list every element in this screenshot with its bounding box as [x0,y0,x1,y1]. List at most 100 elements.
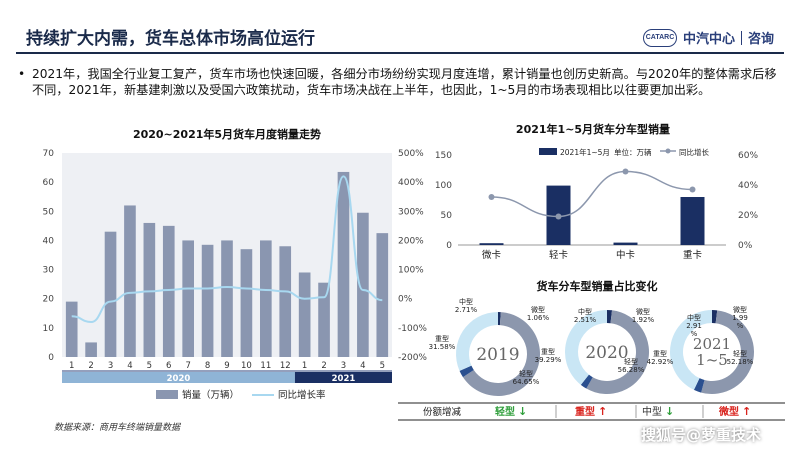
chart3-donut-slice [456,312,498,371]
chart1-year-label: 2020 [167,374,191,384]
chart2-left-tick: 0 [446,241,452,251]
chart1-bar [298,272,311,357]
chart1-growth-line [71,175,383,324]
chart1-legend-bar-label: 销量（万辆） [182,389,239,401]
brand-logo: CATARC 中汽中心 咨询 [643,28,774,47]
chart3-donut-slice [701,310,754,394]
chart3-slice-label: 31.58% [429,343,456,351]
chart3-slice-label: 52.18% [727,358,754,366]
chart1-right-tick: 100% [398,266,424,276]
chart1-month-label: 8 [205,361,210,371]
chart2-growth-line [491,170,693,218]
chart1-month-label: 1 [69,361,74,371]
summary-text: 2021年，我国全行业复工复产，货车市场也快速回暖，各细分市场纷纷实现月度连增，… [32,67,777,97]
catarc-logo-icon: CATARC [643,28,677,47]
title-rule [16,52,784,54]
chart1-bar [376,233,389,357]
chart1-right-tick: 200% [398,236,424,246]
chart1-title: 2020~2021年5月货车月度销量走势 [133,127,321,141]
corner-watermark: 搜狐号@萝重技术 [641,426,762,444]
chart1-bar [143,222,156,357]
chart1-month-label: 3 [341,361,346,371]
chart3-donut-slice [462,312,540,396]
chart1-month-label: 4 [127,361,132,371]
chart2-growth-point [622,168,629,175]
chart1-bar [337,171,350,357]
chart2-category-label: 中卡 [616,249,636,261]
share-row-item-arrow: ↓ [665,405,674,418]
chart1-legend-bar-swatch [156,390,178,399]
chart3-slice-label: 42.92% [647,358,674,366]
chart2-right-tick: 40% [738,181,758,191]
chart2-left-tick: 150 [435,151,452,161]
chart1-month-label: 12 [280,361,291,371]
chart3-slice-label: 中型 [459,297,473,306]
chart1-month-label: 4 [360,361,365,371]
chart3-donut-slice [670,310,712,390]
chart3-slice-label: 2.71% [455,306,478,314]
chart1-month-label: 5 [380,361,385,371]
brand-divider [741,30,743,45]
chart1-left-tick: 30 [43,266,55,276]
chart3-slice-label: 轻型 [519,369,533,378]
chart1-bar [201,244,214,357]
chart2-bar [680,197,705,245]
chart1-bar [182,240,194,357]
chart1-bar [279,246,292,357]
chart2-title: 2021年1~5月货车分车型销量 [516,122,670,136]
share-row-item-arrow: ↑ [742,405,751,418]
chart3-donut-center-label: 2021 [693,335,731,353]
chart1-month-label: 2 [321,361,326,371]
chart3-donut-slice [498,312,501,326]
chart3-slice-label: 微型 [531,305,545,314]
chart1-right-tick: 300% [398,207,424,217]
chart2-category-label: 微卡 [482,249,502,261]
chart2-legend-line-marker [665,148,671,154]
chart2-right-tick: 60% [738,151,758,161]
chart3-slice-label: 1.06% [527,314,550,322]
share-row-item-label: 中型 [642,405,662,418]
chart3-slice-label: 39.29% [535,356,562,364]
chart3-slice-label: 微型 [636,307,650,316]
chart2-left-tick: 50 [441,211,453,221]
chart2-right-tick: 20% [738,211,758,221]
chart3-donut-center-label: 2020 [585,343,628,363]
chart3-donut-slice [459,365,474,378]
chart1-legend-line-label: 同比增长率 [278,389,326,401]
chart3-donut-slice [712,310,718,324]
chart1-bar [240,249,253,357]
bullet-icon: • [18,67,26,81]
chart2-category-label: 轻卡 [549,249,569,261]
chart3-slice-label: 重型 [435,334,449,343]
chart1-right-tick: 400% [398,178,424,188]
chart1-bar [85,342,97,357]
chart2-legend-bar-label: 2021年1~5月 [560,147,610,157]
chart3-slice-label: 64.65% [513,378,540,386]
chart3-donut-slice [580,374,593,389]
chart2-legend-line-label: 同比增长 [679,147,709,157]
chart3-slice-label: 重型 [653,349,667,358]
data-source: 数据来源：商用车终端销量数据 [54,423,181,433]
chart3-donut-center-label: 2019 [476,345,519,365]
chart1-right-tick: -100% [398,324,427,334]
chart1-right-tick: -200% [398,353,427,363]
chart1-month-label: 11 [260,361,271,371]
chart3-slice-label: 2.91 [686,322,702,330]
chart2-bar [479,243,504,245]
chart1-month-label: 1 [302,361,307,371]
chart2-category-label: 重卡 [683,249,703,261]
share-row-item-arrow: ↑ [598,405,607,418]
chart3-slice-label: 微型 [733,305,747,314]
chart3-slice-label: 中型 [578,307,592,316]
chart1-year-band [62,372,295,383]
chart1-bar [260,240,272,357]
chart3-donut-slice [586,310,649,394]
page-title: 持续扩大内需，货车总体市场高位运行 [26,29,315,49]
chart1-bar [162,225,175,357]
chart1-year-band [294,372,392,383]
chart3-donut-center-label: 1~5 [696,351,728,369]
share-row-item-label: 微型 [718,405,739,418]
chart3-slice-label: 1.99 [732,314,748,322]
chart1-month-label: 5 [147,361,152,371]
chart3-donut-slice [693,378,705,393]
